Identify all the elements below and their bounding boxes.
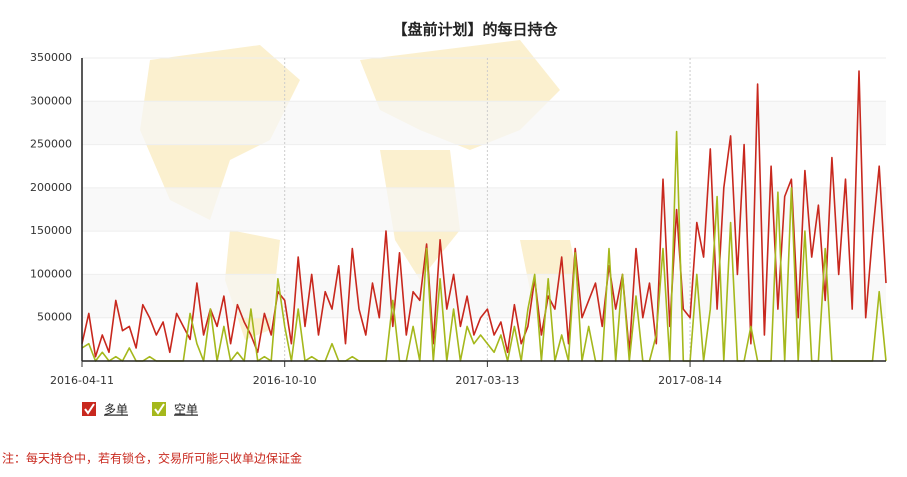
y-tick-label: 200000	[30, 181, 72, 194]
series-line	[81, 70, 887, 358]
x-tick-label: 2016-04-11	[50, 374, 114, 387]
y-tick-label: 250000	[30, 138, 72, 151]
y-tick-label: 50000	[37, 311, 72, 324]
legend-check	[154, 403, 165, 415]
series-line	[81, 130, 887, 362]
legend-check	[84, 403, 95, 415]
legend: 多单 空单	[82, 402, 198, 417]
x-tick-label: 2017-08-14	[658, 374, 722, 387]
grid-band	[82, 187, 886, 232]
y-tick-label: 350000	[30, 51, 72, 64]
plot: 50000 100000 150000 200000 250000 300000 35000…	[30, 51, 887, 387]
legend-label[interactable]: 多单	[104, 403, 128, 417]
chart-title: 【盘前计划】的每日持仓	[392, 21, 558, 39]
x-tick-label: 2017-03-13	[455, 374, 519, 387]
x-tick-label: 2016-10-10	[253, 374, 317, 387]
legend-label[interactable]: 空单	[174, 403, 198, 417]
grid-band	[82, 101, 886, 145]
y-tick-label: 300000	[30, 94, 72, 107]
y-tick-label: 100000	[30, 267, 72, 280]
footnote: 注：每天持仓中，若有锁仓，交易所可能只收单边保证金	[2, 451, 302, 466]
y-tick-label: 150000	[30, 224, 72, 237]
